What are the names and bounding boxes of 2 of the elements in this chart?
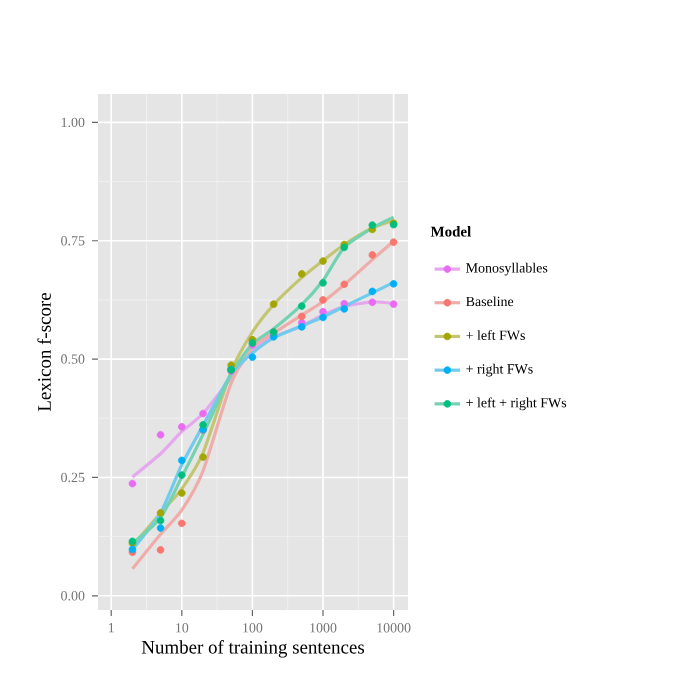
x-axis-title: Number of training sentences — [141, 640, 365, 658]
y-axis-title: Lexicon f-score — [37, 293, 51, 412]
